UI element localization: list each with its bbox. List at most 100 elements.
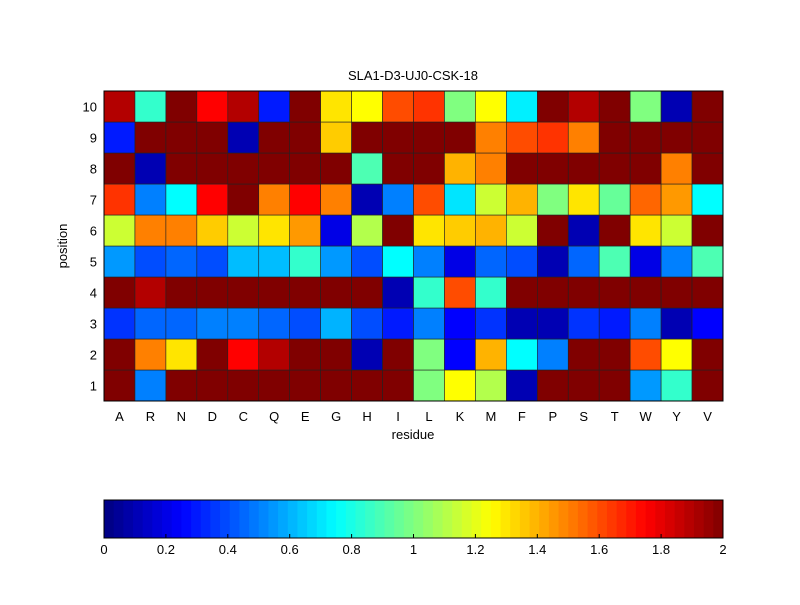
x-tick-label: A bbox=[115, 409, 124, 424]
colorbar-swatch bbox=[655, 500, 666, 538]
x-tick-label: F bbox=[518, 409, 526, 424]
heatmap-cell bbox=[444, 183, 476, 216]
heatmap-cell bbox=[134, 307, 167, 340]
colorbar-swatch bbox=[568, 500, 579, 538]
heatmap-cell bbox=[103, 245, 136, 278]
heatmap-cell bbox=[227, 214, 260, 247]
heatmap-cell bbox=[660, 152, 693, 185]
heatmap-cell bbox=[691, 307, 724, 340]
colorbar-swatch bbox=[384, 500, 395, 538]
colorbar-swatch bbox=[268, 500, 279, 538]
heatmap-cell bbox=[351, 307, 383, 340]
heatmap-cell bbox=[196, 90, 229, 123]
heatmap-cell bbox=[506, 245, 538, 278]
heatmap-cell bbox=[567, 369, 600, 402]
heatmap-cell bbox=[103, 152, 136, 185]
x-axis-label: residue bbox=[392, 427, 435, 442]
colorbar-swatch bbox=[606, 500, 618, 538]
heatmap-cell bbox=[103, 183, 136, 216]
heatmap-cell bbox=[444, 121, 476, 154]
colorbar-swatch bbox=[616, 500, 627, 538]
y-tick-label: 9 bbox=[90, 131, 97, 146]
heatmap-cell bbox=[567, 152, 600, 185]
colorbar-swatch bbox=[423, 500, 434, 538]
heatmap-cell bbox=[103, 369, 136, 402]
colorbar-tick-label: 0.2 bbox=[157, 542, 175, 557]
heatmap-cell bbox=[351, 338, 383, 371]
heatmap-cell bbox=[258, 276, 291, 309]
x-tick-label: D bbox=[208, 409, 217, 424]
heatmap-cell bbox=[629, 276, 662, 309]
colorbar-tick-label: 0.6 bbox=[281, 542, 299, 557]
heatmap-cell bbox=[320, 214, 352, 247]
heatmap-cell bbox=[165, 152, 198, 185]
heatmap-cell bbox=[258, 369, 291, 402]
heatmap-cell bbox=[227, 369, 260, 402]
heatmap-cell bbox=[382, 121, 414, 154]
colorbar-swatch bbox=[113, 500, 124, 538]
chart-title: SLA1-D3-UJ0-CSK-18 bbox=[348, 68, 478, 83]
colorbar-swatch bbox=[529, 500, 540, 538]
y-tick-label: 3 bbox=[90, 317, 97, 332]
heatmap-cell bbox=[103, 121, 136, 154]
heatmap-cell bbox=[691, 121, 724, 154]
heatmap-cell bbox=[444, 338, 476, 371]
colorbar-swatch bbox=[413, 500, 424, 538]
heatmap-cell bbox=[165, 307, 198, 340]
colorbar-swatch bbox=[693, 500, 705, 538]
colorbar-tick-label: 1 bbox=[410, 542, 417, 557]
colorbar-swatch bbox=[210, 500, 221, 538]
y-axis-label: position bbox=[55, 224, 70, 269]
heatmap-cell bbox=[475, 183, 507, 216]
heatmap-cell bbox=[134, 214, 167, 247]
colorbar-swatch bbox=[432, 500, 444, 538]
heatmap-cell bbox=[660, 121, 693, 154]
heatmap-cell bbox=[165, 369, 198, 402]
heatmap-cell bbox=[629, 245, 662, 278]
y-tick-labels: 1 2 3 4 5 6 7 8 9 10 bbox=[83, 100, 97, 394]
heatmap-cell bbox=[258, 121, 291, 154]
y-tick-label: 6 bbox=[90, 224, 97, 239]
colorbar-swatch bbox=[287, 500, 298, 538]
heatmap-cell bbox=[351, 276, 383, 309]
heatmap-cell bbox=[475, 245, 507, 278]
heatmap-cell bbox=[134, 152, 167, 185]
heatmap-cell bbox=[413, 307, 445, 340]
heatmap-cell bbox=[351, 214, 383, 247]
heatmap-cell bbox=[258, 152, 291, 185]
x-tick-label: R bbox=[146, 409, 155, 424]
heatmap-cell bbox=[598, 276, 631, 309]
heatmap-cell bbox=[227, 338, 260, 371]
colorbar-tick-label: 1.2 bbox=[466, 542, 484, 557]
heatmap-cell bbox=[320, 245, 352, 278]
colorbar-swatch bbox=[171, 500, 182, 538]
colorbar-swatch bbox=[345, 500, 356, 538]
heatmap-cell bbox=[289, 245, 321, 278]
heatmap-cell bbox=[475, 338, 507, 371]
colorbar-swatch bbox=[519, 500, 531, 538]
colorbar-swatch bbox=[239, 500, 250, 538]
heatmap-cell bbox=[567, 214, 600, 247]
heatmap-cell bbox=[660, 307, 693, 340]
heatmap-cell bbox=[567, 183, 600, 216]
colorbar-tick-labels: 0 0.2 0.4 0.6 0.8 1 1.2 1.4 1.6 1.8 2 bbox=[100, 534, 727, 557]
heatmap-cell bbox=[506, 152, 538, 185]
colorbar-swatch bbox=[249, 500, 260, 538]
x-tick-label: K bbox=[456, 409, 465, 424]
heatmap-cell bbox=[629, 307, 662, 340]
heatmap-cell bbox=[258, 338, 291, 371]
x-tick-label: Y bbox=[672, 409, 681, 424]
heatmap-cell bbox=[567, 307, 600, 340]
heatmap-cell bbox=[691, 276, 724, 309]
heatmap-cell bbox=[227, 276, 260, 309]
colorbar-swatch bbox=[278, 500, 289, 538]
heatmap-cell bbox=[691, 214, 724, 247]
colorbar-swatch bbox=[684, 500, 695, 538]
heatmap-cell bbox=[320, 152, 352, 185]
colorbar-tick-label: 0 bbox=[100, 542, 107, 557]
heatmap-cell bbox=[103, 214, 136, 247]
colorbar-swatch bbox=[162, 500, 173, 538]
heatmap-cell bbox=[629, 369, 662, 402]
heatmap-cell bbox=[196, 276, 229, 309]
y-tick-label: 8 bbox=[90, 162, 97, 177]
